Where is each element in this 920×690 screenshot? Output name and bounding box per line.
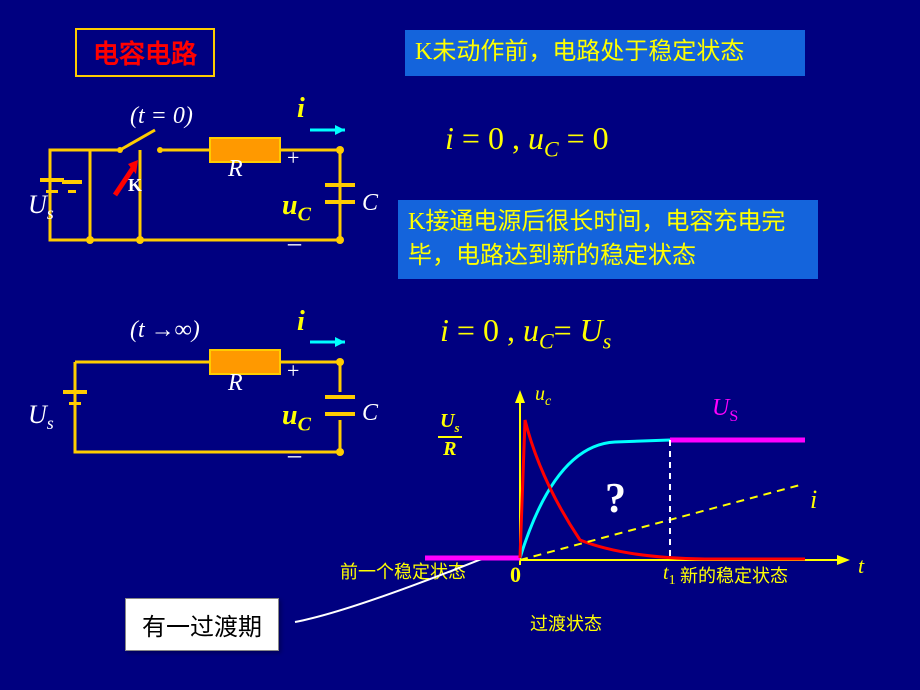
eq2-mid: = 0 ,	[449, 312, 523, 348]
circuit2-time: (t →∞)	[130, 317, 200, 344]
circuit1-Us: Us	[28, 190, 54, 224]
circuit1-plus: +	[287, 145, 299, 171]
chart-question: ?	[605, 475, 626, 523]
circuit2-Us: Us	[28, 400, 54, 434]
chart-Us-label-U: U	[712, 395, 729, 421]
circuit2-i: i	[297, 306, 305, 338]
state-box-1: K未动作前，电路处于稳定状态	[405, 30, 805, 76]
chart-Us-label: US	[712, 395, 738, 426]
circuit2-plus: +	[287, 358, 299, 384]
eq2-uc-sub: C	[539, 328, 554, 353]
eq1-i: i	[445, 120, 454, 156]
callout-box: 有一过渡期	[125, 598, 279, 651]
eq1-uc-sub: C	[544, 136, 559, 161]
chart-Us-label-sub: S	[729, 408, 738, 425]
circuit1-uC-sub: C	[298, 204, 311, 226]
circuit2-Us-U: U	[28, 400, 47, 429]
eq2-us-sub: s	[603, 328, 612, 353]
circuit1-C: C	[362, 190, 378, 217]
chart-yaxis-sub: c	[545, 394, 551, 409]
chart-xaxis: t	[858, 553, 864, 579]
chart-frac: Us R	[438, 410, 462, 461]
eq2-rhs: =	[554, 312, 580, 348]
circuit1-uC-u: u	[282, 190, 298, 221]
callout-pointer	[290, 560, 490, 660]
chart-origin: 0	[510, 562, 521, 588]
circuit1-time: (t = 0)	[130, 103, 193, 130]
circuit2-minus: –	[288, 440, 301, 470]
chart-t1-sub: 1	[669, 573, 676, 588]
eq1-uc: u	[528, 120, 544, 156]
circuit1-R: R	[228, 156, 243, 183]
chart-yaxis: uc	[535, 383, 551, 410]
equation-1: i = 0 , uC = 0	[445, 120, 609, 162]
circuit1-K: K	[128, 175, 142, 196]
eq2-i: i	[440, 312, 449, 348]
circuit-2	[20, 302, 390, 482]
eq1-rhs: = 0	[559, 120, 609, 156]
circuit1-uC: uC	[282, 190, 311, 227]
circuit2-R: R	[228, 370, 243, 397]
circuit1-Us-sub: s	[47, 203, 54, 223]
state-box-2: K接通电源后很长时间，电容充电完毕，电路达到新的稳定状态	[398, 200, 818, 279]
chart-i-label: i	[810, 485, 817, 515]
chart-frac-top: U	[440, 410, 454, 432]
state-new: 新的稳定状态	[680, 562, 788, 588]
equation-2: i = 0 , uC= Us	[440, 312, 611, 354]
circuit1-i: i	[297, 93, 305, 125]
circuit-1	[20, 90, 390, 270]
title-box: 电容电路	[75, 28, 215, 77]
circuit2-uC-u: u	[282, 400, 298, 431]
eq1-mid: = 0 ,	[454, 120, 528, 156]
chart-frac-bot: R	[443, 438, 456, 460]
state-trans: 过渡状态	[530, 610, 602, 636]
circuit2-uC-sub: C	[298, 414, 311, 436]
eq2-uc: u	[523, 312, 539, 348]
circuit1-Us-U: U	[28, 190, 47, 219]
eq2-us: U	[580, 312, 603, 348]
circuit2-uC: uC	[282, 400, 311, 437]
chart-t1: t1	[663, 562, 676, 589]
chart-frac-top-sub: s	[454, 420, 459, 435]
circuit2-C: C	[362, 400, 378, 427]
circuit2-Us-sub: s	[47, 413, 54, 433]
circuit1-minus: –	[288, 228, 301, 258]
chart-yaxis-u: u	[535, 383, 545, 405]
